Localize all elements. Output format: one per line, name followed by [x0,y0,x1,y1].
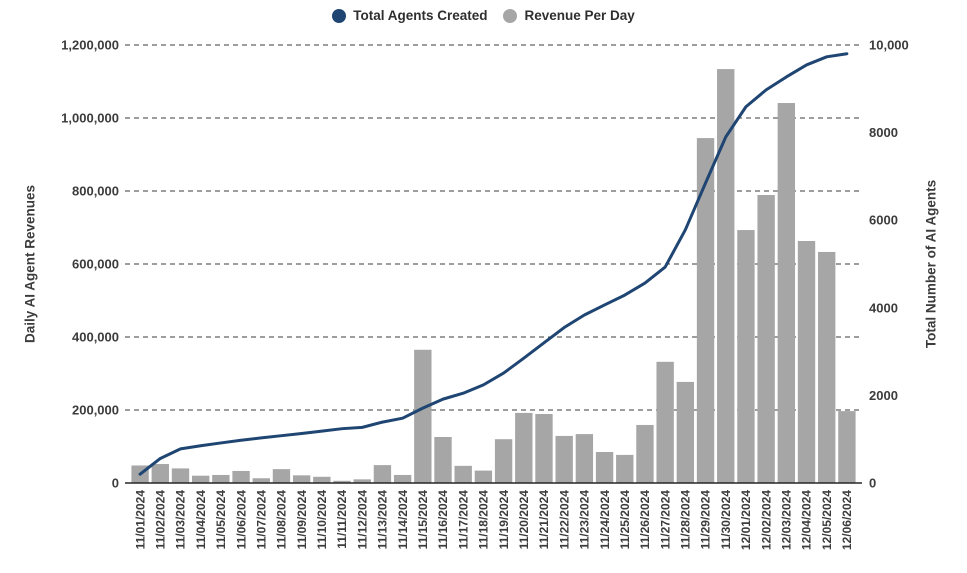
left-axis-title: Daily AI Agent Revenues [22,184,38,344]
bar-11-03-2024 [171,468,190,483]
x-axis-tick-label: 11/17/2024 [456,490,470,550]
bar-11-07-2024 [252,478,270,483]
right-axis-title: Total Number of AI Agents [923,179,939,349]
x-axis-tick-label: 11/09/2024 [295,490,309,550]
x-axis-tick-label: 11/30/2024 [719,490,733,550]
bar-11-04-2024 [191,475,210,483]
bar-11-25-2024 [616,454,634,483]
x-axis-tick-label: 11/07/2024 [254,490,268,550]
x-axis-tick-label: 11/24/2024 [598,490,612,550]
x-axis-tick-label: 11/18/2024 [477,490,491,550]
left-axis-tick-label: 1,000,000 [61,111,119,126]
left-axis-tick-label: 600,000 [72,257,119,272]
legend-label-revenue: Revenue Per Day [524,8,635,23]
right-axis-tick-label: 10,000 [869,38,909,53]
right-axis-tick-label: 0 [869,476,876,491]
left-axis-tick-label: 400,000 [72,330,119,345]
x-axis-tick-label: 11/01/2024 [133,490,147,550]
bar-11-08-2024 [272,469,291,483]
x-axis-tick-label: 11/11/2024 [335,490,349,549]
x-axis-tick-label: 11/23/2024 [578,490,592,550]
left-axis-tick-label: 0 [112,476,119,491]
x-axis-tick-label: 11/20/2024 [517,490,531,550]
right-axis-tick-label: 8000 [869,125,898,140]
x-axis-tick-label: 11/08/2024 [275,490,289,550]
legend: Total Agents Created Revenue Per Day [0,8,967,23]
x-axis-tick-label: 11/26/2024 [638,490,652,550]
x-axis-tick-label: 12/03/2024 [780,490,794,550]
legend-marker-agents-icon [332,8,347,23]
bar-11-02-2024 [151,464,169,483]
legend-marker-revenue-icon [503,8,518,23]
x-axis-tick-label: 12/01/2024 [739,490,753,550]
bar-12-05-2024 [818,251,836,483]
bar-12-02-2024 [757,195,775,483]
x-axis-tick-label: 11/14/2024 [396,490,410,550]
bar-11-18-2024 [474,470,493,483]
left-axis-tick-label: 1,200,000 [61,38,119,53]
bar-11-22-2024 [555,435,573,483]
bar-11-28-2024 [676,381,695,483]
right-axis-tick-label: 6000 [869,213,898,228]
bar-11-20-2024 [515,412,533,483]
bar-11-10-2024 [313,476,331,483]
x-axis-tick-label: 11/21/2024 [537,490,551,550]
right-axis-tick-label: 2000 [869,388,898,403]
x-axis-tick-label: 11/02/2024 [153,490,167,550]
x-axis-tick-label: 11/28/2024 [679,490,693,550]
bar-11-21-2024 [535,414,553,483]
bar-11-06-2024 [232,470,250,483]
bar-11-15-2024 [414,349,432,483]
x-axis-tick-label: 11/27/2024 [658,490,672,550]
x-axis-tick-label: 11/19/2024 [497,490,511,550]
bar-11-26-2024 [636,424,654,483]
bar-11-13-2024 [373,465,392,483]
x-axis-tick-label: 11/29/2024 [699,490,713,550]
bar-11-30-2024 [717,69,735,483]
left-axis-tick-label: 800,000 [72,184,119,199]
x-axis-tick-label: 11/03/2024 [174,490,188,550]
legend-item-revenue: Revenue Per Day [503,8,635,23]
legend-label-total-agents: Total Agents Created [353,8,488,23]
legend-item-total-agents: Total Agents Created [332,8,487,23]
total-agents-line [138,52,849,476]
bar-11-23-2024 [575,434,594,483]
x-axis-tick-label: 11/25/2024 [618,490,632,550]
bar-11-27-2024 [656,361,674,483]
bar-11-29-2024 [696,138,715,483]
x-axis-tick-label: 11/05/2024 [214,490,228,550]
left-axis-tick-label: 200,000 [72,403,119,418]
x-axis-tick-label: 11/06/2024 [234,490,248,550]
x-axis-tick-label: 11/10/2024 [315,490,329,550]
bar-12-03-2024 [777,103,796,483]
x-axis-tick-label: 11/04/2024 [194,490,208,550]
bar-11-17-2024 [454,465,472,483]
bar-11-19-2024 [494,439,513,483]
bar-11-11-2024 [333,480,351,483]
bar-11-09-2024 [292,475,311,483]
bar-12-06-2024 [838,411,856,483]
bar-11-12-2024 [353,479,371,483]
x-axis-tick-label: 11/15/2024 [416,490,430,550]
bar-11-05-2024 [212,474,230,483]
bar-12-01-2024 [737,230,755,483]
x-axis-tick-label: 11/16/2024 [436,490,450,550]
x-axis-tick-label: 12/04/2024 [800,490,814,550]
x-axis-tick-label: 11/13/2024 [376,490,390,550]
bar-11-16-2024 [434,437,452,483]
right-axis-tick-label: 4000 [869,300,898,315]
x-axis-tick-label: 11/22/2024 [557,490,571,550]
x-axis-tick-label: 12/06/2024 [840,490,854,550]
x-axis-tick-label: 11/12/2024 [355,490,369,550]
bar-11-14-2024 [393,474,412,483]
x-axis-tick-label: 12/05/2024 [820,490,834,550]
x-axis-tick-label: 12/02/2024 [759,490,773,550]
bar-12-04-2024 [797,241,816,483]
bar-11-24-2024 [595,451,614,483]
